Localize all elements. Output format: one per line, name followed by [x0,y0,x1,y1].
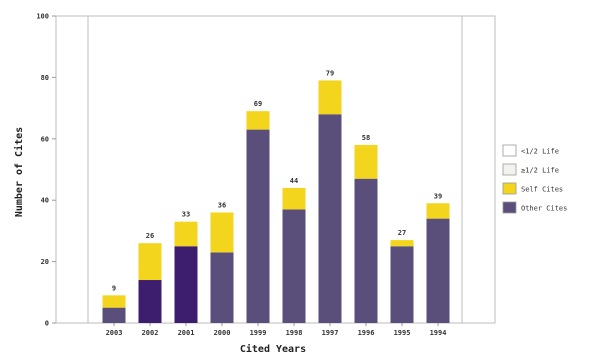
bar-other-cites [354,178,378,323]
legend-label: Self Cites [521,186,563,194]
bar-other-cites [246,129,270,323]
x-tick-label: 1994 [430,329,447,337]
x-tick-label: 1999 [250,329,267,337]
bar-other-cites [318,114,342,324]
bar-self-cites [426,203,450,219]
bar-total-label: 33 [182,211,190,219]
legend-label: ≥1/2 Life [521,167,559,175]
x-tick-label: 2000 [214,329,231,337]
y-tick-label: 80 [41,74,49,82]
y-tick-label: 40 [41,197,49,205]
bar-self-cites [210,212,234,253]
bar-total-label: 39 [434,192,442,200]
bar-total-label: 26 [146,232,154,240]
bar-other-cites [174,246,198,323]
bar-self-cites [390,240,414,247]
x-tick-label: 1997 [322,329,339,337]
bar-total-label: 44 [290,177,298,185]
legend-swatch [502,144,517,157]
x-tick-label: 2003 [106,329,123,337]
y-axis: 0 20 40 60 80 100 [36,13,56,328]
plot-frame [55,15,496,324]
bar-self-cites [174,221,198,247]
x-tick-label: 1995 [394,329,411,337]
bar-other-cites [390,246,414,323]
bar-other-cites [210,252,234,323]
x-axis: 2003 2002 2001 2000 1999 1998 1997 1996 1995 1994 [106,323,447,337]
x-tick-label: 1996 [358,329,375,337]
bar-other-cites [138,280,162,323]
bar-self-cites [354,144,378,179]
legend-swatch [502,163,517,176]
legend-label: <1/2 Life [521,148,559,156]
legend-label: Other Cites [521,205,567,213]
y-tick-label: 60 [41,135,49,143]
legend: <1/2 Life ≥1/2 Life Self Cites Other Cites [502,144,567,214]
legend-swatch [502,182,517,195]
bar-total-label: 69 [254,100,262,108]
bar-total-label: 79 [326,69,334,77]
x-tick-label: 2002 [142,329,159,337]
bar-self-cites [282,187,306,210]
bar-other-cites [426,218,450,323]
bar-self-cites [318,80,342,115]
bar-total-label: 27 [398,229,406,237]
y-tick-label: 0 [45,320,49,328]
y-tick-label: 100 [36,13,49,21]
y-tick-label: 20 [41,258,49,266]
bar-total-label: 9 [112,284,116,292]
y-axis-title: Number of Cites [13,127,25,217]
bar-self-cites [246,111,270,130]
bar-other-cites [282,209,306,323]
legend-swatch [502,201,517,214]
x-axis-title: Cited Years [240,343,306,355]
bar-self-cites [138,243,162,281]
bars-group: 9 26 33 36 69 44 79 58 27 39 [102,69,450,324]
bar-total-label: 58 [362,134,370,142]
bar-self-cites [102,295,126,308]
bar-other-cites [102,307,126,323]
x-tick-label: 2001 [178,329,195,337]
bar-total-label: 36 [218,201,226,209]
plot-border [55,15,496,324]
x-tick-label: 1998 [286,329,303,337]
